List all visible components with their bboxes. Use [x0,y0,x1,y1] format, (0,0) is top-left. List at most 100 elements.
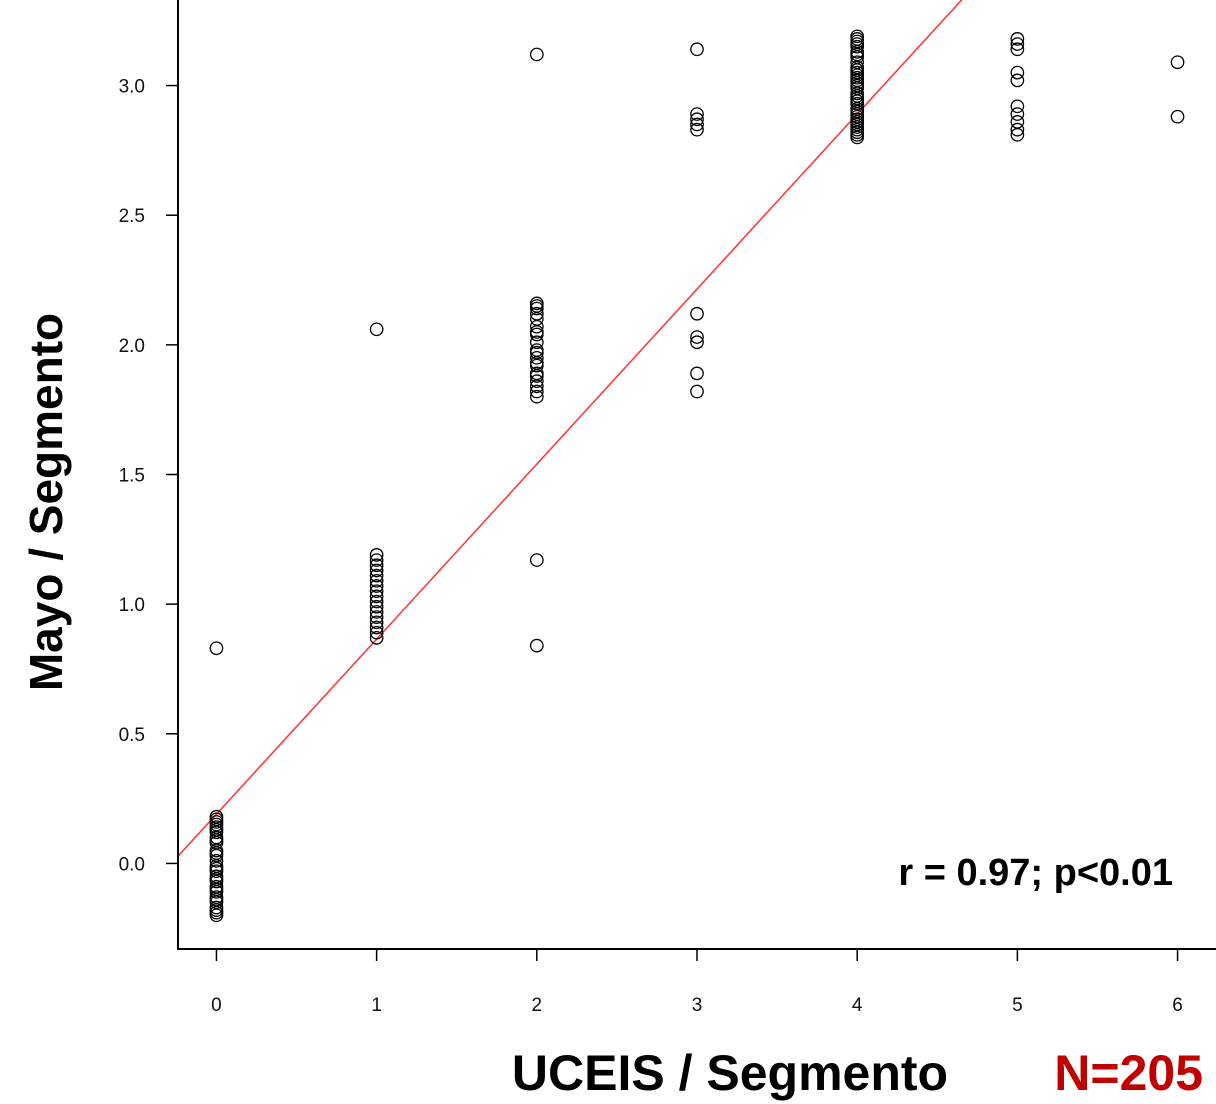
x-tick-label: 6 [1172,995,1183,1016]
data-point [209,892,224,907]
x-tick-label: 5 [1012,995,1023,1016]
data-point [209,872,224,886]
data-point [209,846,224,860]
data-point [690,306,704,321]
data-point [529,325,544,339]
data-point [850,37,865,51]
data-point [690,117,704,132]
data-point [690,42,704,57]
data-point [690,112,704,127]
data-point [850,68,865,83]
data-point [369,568,384,583]
data-point [369,563,384,578]
data-point [850,32,865,46]
data-point [1010,107,1025,121]
data-point [1010,99,1025,114]
data-point [369,599,384,614]
y-axis-title: Mayo / Segmento [20,313,72,691]
data-point [529,638,544,653]
data-point [529,299,544,313]
data-point [850,109,865,124]
data-point [1170,55,1185,70]
data-point [369,625,384,640]
data-point [529,350,544,365]
y-tick-label: 2.5 [119,206,145,227]
data-point [1010,42,1025,57]
data-point [1170,109,1185,124]
data-point [1010,32,1025,46]
data-point [209,903,224,917]
data-point [209,908,224,923]
data-point [209,861,224,876]
y-tick-label: 1.5 [119,466,145,487]
x-tick-label: 0 [211,995,222,1016]
data-point [369,584,384,599]
data-point [209,882,224,897]
data-point [209,817,224,832]
data-point [690,335,704,350]
data-point [1010,73,1025,88]
data-point [529,389,544,404]
y-tick-label: 1.0 [119,595,145,616]
data-point [850,104,865,119]
data-point [529,47,544,62]
data-point [850,130,865,145]
data-point [209,822,224,837]
data-point [529,369,544,383]
data-point [369,615,384,630]
data-point [690,122,704,137]
data-point [850,73,865,88]
data-point [690,366,704,381]
data-point [690,384,704,399]
data-point [369,579,384,593]
data-point [1010,122,1025,137]
data-point [850,125,865,140]
data-point [850,78,865,93]
data-point [529,553,544,567]
n-count-label: N=205 [1054,1045,1203,1101]
data-point [369,553,384,567]
data-point [209,853,224,868]
data-point [850,94,865,108]
data-point [1010,127,1025,142]
data-point [369,610,384,624]
x-tick-label: 2 [532,995,543,1016]
data-point [369,605,384,619]
regression-line [178,0,963,857]
y-tick-label: 3.0 [119,77,145,98]
data-point [529,345,544,360]
data-point [850,120,865,134]
y-tick-label: 0.5 [119,725,145,746]
data-point [369,548,384,562]
plot-frame [177,0,1216,950]
data-point [369,589,384,604]
data-point [529,335,544,350]
data-point [850,89,865,103]
x-axis-title: UCEIS / Segmento [512,1045,948,1101]
data-point [850,115,865,129]
annotation-text: r = 0.97; p<0.01 [898,852,1173,894]
x-tick-label: 3 [692,995,703,1016]
data-point [1010,37,1025,51]
data-point [369,573,384,588]
y-tick-label: 0.0 [119,854,145,875]
y-tick-label: 2.0 [119,336,145,357]
data-point [690,107,704,121]
data-point [690,330,704,344]
data-point [850,63,865,77]
data-point [369,620,384,635]
data-point [529,374,544,389]
data-point [529,384,544,399]
x-tick-label: 1 [371,995,382,1016]
x-tick-label: 4 [852,995,863,1016]
data-point [850,47,865,62]
data-point [209,812,224,827]
data-point [529,319,544,334]
data-point [529,379,544,394]
data-point [369,594,384,609]
data-point [209,641,224,656]
data-point [369,322,384,337]
data-point [1010,65,1025,80]
